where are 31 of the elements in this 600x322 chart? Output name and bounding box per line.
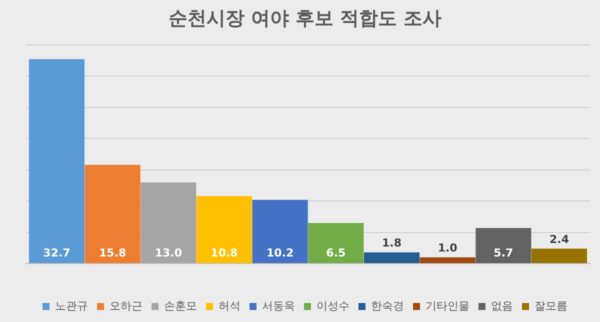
bar bbox=[308, 222, 364, 264]
legend-label: 없음 bbox=[491, 299, 513, 312]
data-label: 2.4 bbox=[550, 232, 570, 246]
legend-label: 잘모름 bbox=[534, 299, 568, 312]
legend-label: 한숙경 bbox=[371, 299, 404, 312]
data-label: 1.8 bbox=[382, 236, 402, 250]
data-label: 10.2 bbox=[266, 246, 294, 260]
legend-label: 허석 bbox=[218, 299, 240, 312]
bar bbox=[140, 182, 196, 264]
data-label: 10.8 bbox=[210, 246, 238, 260]
bar bbox=[28, 59, 85, 264]
bar bbox=[531, 248, 588, 264]
bar bbox=[84, 164, 140, 264]
data-label: 13.0 bbox=[154, 246, 182, 260]
data-label: 15.8 bbox=[99, 246, 126, 260]
legend-label: 오하근 bbox=[110, 299, 142, 312]
legend-label: 이성수 bbox=[316, 299, 350, 312]
legend-label: 서동욱 bbox=[262, 299, 295, 312]
legend-label: 손훈모 bbox=[164, 299, 197, 312]
data-label: 32.7 bbox=[43, 246, 70, 260]
bar bbox=[420, 257, 476, 264]
bar bbox=[252, 200, 308, 264]
legend-label: 노관규 bbox=[55, 299, 88, 312]
legend-label: 기타인물 bbox=[426, 299, 470, 312]
data-label: 5.7 bbox=[494, 246, 514, 260]
bar bbox=[364, 252, 420, 264]
data-label: 1.0 bbox=[438, 242, 458, 255]
chart-title: 순천시장 여야 후보 적합도 조사 bbox=[168, 7, 442, 30]
bar bbox=[196, 196, 252, 264]
bar bbox=[476, 228, 532, 264]
data-label: 6.5 bbox=[326, 246, 346, 260]
